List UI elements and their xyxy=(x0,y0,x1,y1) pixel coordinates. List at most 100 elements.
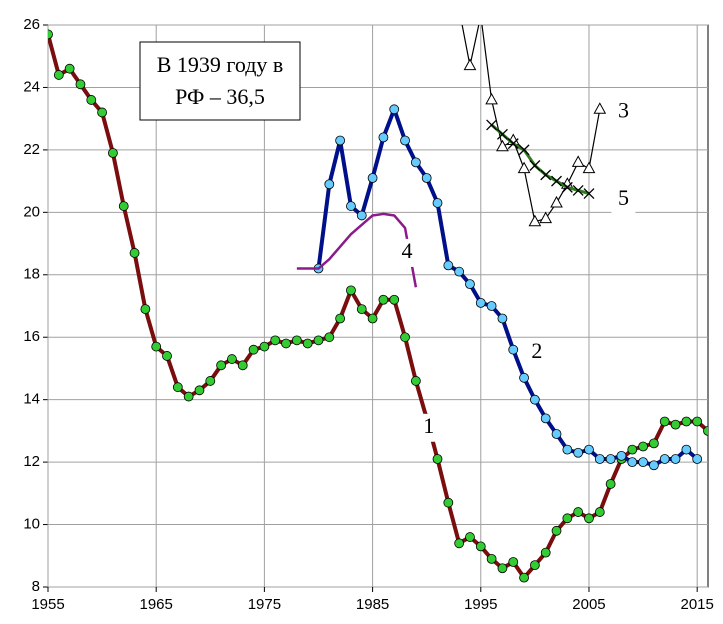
marker xyxy=(454,538,465,549)
marker xyxy=(659,454,670,464)
annotation: РФ – 36,5 xyxy=(175,84,265,109)
marker xyxy=(410,376,421,386)
marker xyxy=(562,513,573,524)
marker xyxy=(86,95,97,105)
marker xyxy=(540,413,551,424)
marker xyxy=(259,341,270,352)
series-label-bg xyxy=(524,338,549,367)
marker xyxy=(194,385,205,396)
marker xyxy=(237,360,248,371)
y-tick-label: 20 xyxy=(23,203,40,220)
marker xyxy=(582,161,596,174)
annotation: В 1939 году в xyxy=(157,52,284,77)
marker xyxy=(638,441,648,452)
marker xyxy=(486,554,497,564)
marker xyxy=(583,188,595,200)
marker xyxy=(335,313,346,324)
series-label: 1 xyxy=(423,413,434,438)
marker xyxy=(627,457,638,468)
x-tick-label: 1975 xyxy=(248,596,281,613)
marker xyxy=(367,173,378,183)
marker xyxy=(389,104,400,115)
marker xyxy=(605,479,616,489)
marker xyxy=(172,382,183,393)
marker xyxy=(291,335,302,346)
marker xyxy=(475,541,486,552)
series-label-bg xyxy=(611,185,636,214)
marker xyxy=(681,416,692,427)
series-label: 3 xyxy=(618,97,629,122)
marker xyxy=(281,338,291,349)
marker xyxy=(140,304,151,315)
marker xyxy=(335,135,346,146)
marker xyxy=(356,304,367,315)
y-tick-label: 14 xyxy=(23,391,40,408)
marker xyxy=(313,335,324,346)
marker xyxy=(454,266,465,277)
marker xyxy=(529,560,540,571)
marker xyxy=(616,450,627,461)
marker xyxy=(367,313,378,324)
x-tick-label: 1965 xyxy=(140,596,173,613)
marker xyxy=(497,313,508,324)
x-tick-label: 1995 xyxy=(464,596,497,613)
marker xyxy=(324,179,335,190)
marker xyxy=(64,63,75,74)
marker xyxy=(670,419,681,430)
marker xyxy=(528,214,542,227)
marker xyxy=(486,119,498,131)
y-tick-label: 22 xyxy=(23,141,40,158)
marker xyxy=(540,169,552,181)
marker xyxy=(432,198,443,208)
marker xyxy=(529,394,540,405)
marker xyxy=(517,161,531,174)
marker xyxy=(432,454,443,464)
marker xyxy=(216,360,227,371)
y-tick-label: 24 xyxy=(23,78,40,95)
marker xyxy=(496,128,508,140)
marker xyxy=(649,460,659,471)
marker xyxy=(410,157,421,168)
marker xyxy=(508,344,519,355)
marker xyxy=(465,532,475,542)
marker xyxy=(550,195,563,208)
marker xyxy=(443,260,454,271)
marker xyxy=(572,185,584,196)
marker xyxy=(529,160,541,171)
marker xyxy=(53,70,64,80)
marker xyxy=(539,211,553,224)
marker xyxy=(551,429,562,439)
marker xyxy=(205,376,216,386)
marker xyxy=(519,372,529,383)
marker xyxy=(508,557,519,567)
marker xyxy=(324,332,335,343)
marker xyxy=(561,181,573,193)
x-tick-label: 2005 xyxy=(572,596,605,613)
marker xyxy=(659,416,670,427)
y-tick-label: 12 xyxy=(23,453,40,470)
marker xyxy=(346,201,356,211)
marker xyxy=(571,155,585,167)
annotation-box xyxy=(139,41,301,121)
marker xyxy=(649,438,659,449)
y-tick-label: 16 xyxy=(23,328,40,345)
marker xyxy=(378,132,389,143)
marker xyxy=(162,351,172,361)
marker xyxy=(573,507,584,517)
marker xyxy=(518,144,530,156)
marker xyxy=(540,547,551,558)
y-tick-label: 8 xyxy=(32,578,40,595)
marker xyxy=(703,425,708,436)
marker xyxy=(356,210,367,221)
x-tick-label: 1955 xyxy=(31,596,64,613)
marker xyxy=(129,248,140,258)
marker xyxy=(551,175,562,187)
marker xyxy=(551,525,562,536)
marker xyxy=(183,391,194,402)
marker xyxy=(248,344,259,355)
marker xyxy=(573,447,584,458)
x-tick-label: 1985 xyxy=(356,596,389,613)
marker xyxy=(97,107,107,118)
y-tick-label: 18 xyxy=(23,266,40,283)
series-label-bg xyxy=(611,98,636,127)
